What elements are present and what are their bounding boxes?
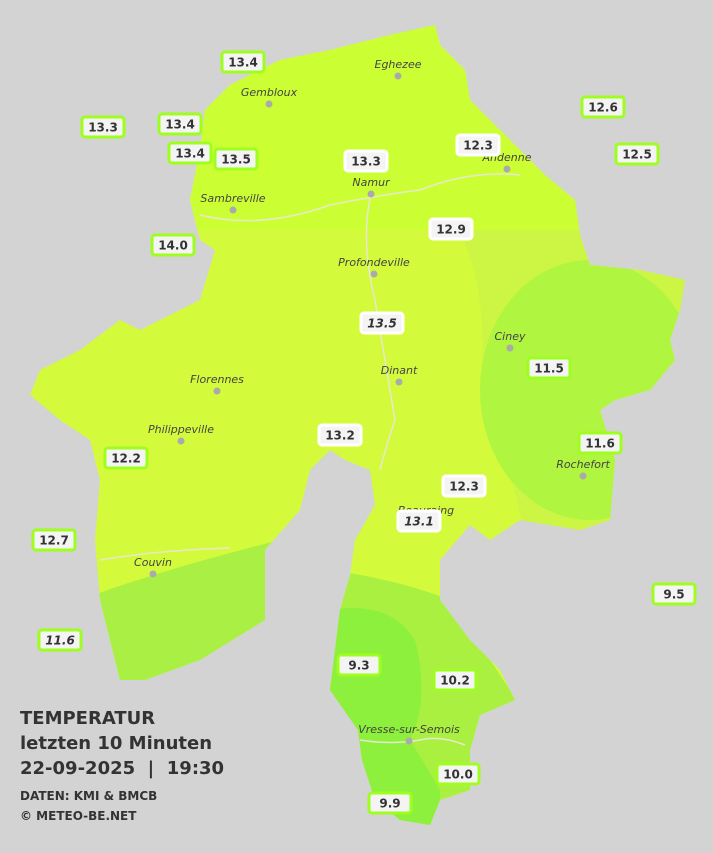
labels: EghezeeGemblouxAndenneNamurSambrevillePr…	[31, 50, 697, 815]
legend-copyright: © METEO-BE.NET	[20, 809, 137, 823]
city-dot	[395, 378, 403, 386]
station-box	[220, 50, 266, 74]
station-value: 13.4	[165, 118, 195, 132]
station-box	[526, 356, 572, 380]
station-box	[343, 149, 389, 173]
station-value: 13.3	[351, 155, 381, 169]
city-dot	[579, 472, 587, 480]
station-value: 11.5	[534, 362, 564, 376]
station-value: 9.5	[663, 588, 684, 602]
station-box	[614, 142, 660, 166]
city-label: Vresse-sur-Semois	[358, 723, 460, 736]
station-value: 12.3	[449, 480, 479, 494]
station-box	[580, 95, 626, 119]
station-box	[103, 446, 149, 470]
station-box	[37, 628, 83, 652]
station-value: 13.4	[228, 56, 258, 70]
station-box	[167, 141, 213, 165]
city-dot	[370, 270, 378, 278]
city-dot	[503, 165, 511, 173]
legend-source: DATEN: KMI & BMCB	[20, 789, 157, 803]
station-box	[396, 509, 442, 533]
city-label: Dinant	[381, 364, 418, 377]
station-box	[213, 147, 259, 171]
legend-timestamp: 22-09-2025 | 19:30	[20, 758, 224, 779]
station-value: 9.9	[379, 797, 400, 811]
city-label: Namur	[352, 176, 391, 189]
station-box	[150, 233, 196, 257]
station-box	[80, 115, 126, 139]
city-label: Ciney	[495, 330, 526, 343]
station-value: 12.2	[111, 452, 141, 466]
station-value: 11.6	[45, 634, 75, 648]
station-box	[317, 423, 363, 447]
station-value: 12.7	[39, 534, 69, 548]
station-box	[157, 112, 203, 136]
station-box	[336, 653, 382, 677]
station-box	[359, 311, 405, 335]
city-label: Sambreville	[200, 192, 265, 205]
city-label: Profondeville	[338, 256, 410, 269]
station-value: 12.5	[622, 148, 652, 162]
legend-title: TEMPERATUR	[20, 708, 155, 729]
station-value: 13.4	[175, 147, 205, 161]
city-label: Rochefort	[556, 458, 610, 471]
city-dot	[177, 437, 185, 445]
city-dot	[265, 100, 273, 108]
city-dot	[394, 72, 402, 80]
city-dot	[367, 190, 375, 198]
station-box	[428, 217, 474, 241]
legend-subtitle: letzten 10 Minuten	[20, 733, 212, 754]
legend: TEMPERATUR letzten 10 Minuten 22-09-2025…	[20, 708, 224, 823]
city-label: Couvin	[134, 556, 172, 569]
city-dot	[213, 387, 221, 395]
station-value: 10.2	[440, 674, 470, 688]
city-dot	[149, 570, 157, 578]
station-value: 12.3	[463, 139, 493, 153]
station-box	[367, 791, 413, 815]
station-value: 11.6	[585, 437, 615, 451]
city-dot	[506, 344, 514, 352]
station-value: 10.0	[443, 768, 473, 782]
station-box	[577, 431, 623, 455]
city-label: Florennes	[190, 373, 244, 386]
station-box	[435, 762, 481, 786]
station-value: 13.1	[404, 515, 434, 529]
city-label: Philippeville	[148, 423, 214, 436]
city-dot	[229, 206, 237, 214]
station-value: 14.0	[158, 239, 188, 253]
station-box	[651, 582, 697, 606]
station-value: 13.5	[221, 153, 251, 167]
station-box	[455, 133, 501, 157]
station-box	[432, 668, 478, 692]
city-label: Gembloux	[241, 86, 298, 99]
station-value: 12.6	[588, 101, 618, 115]
station-box	[441, 474, 487, 498]
station-value: 13.3	[88, 121, 118, 135]
station-value: 12.9	[436, 223, 466, 237]
station-value: 13.5	[367, 317, 397, 331]
station-value: 9.3	[348, 659, 369, 673]
city-label: Eghezee	[375, 58, 422, 71]
station-box	[31, 528, 77, 552]
city-dot	[405, 737, 413, 745]
station-value: 13.2	[325, 429, 355, 443]
